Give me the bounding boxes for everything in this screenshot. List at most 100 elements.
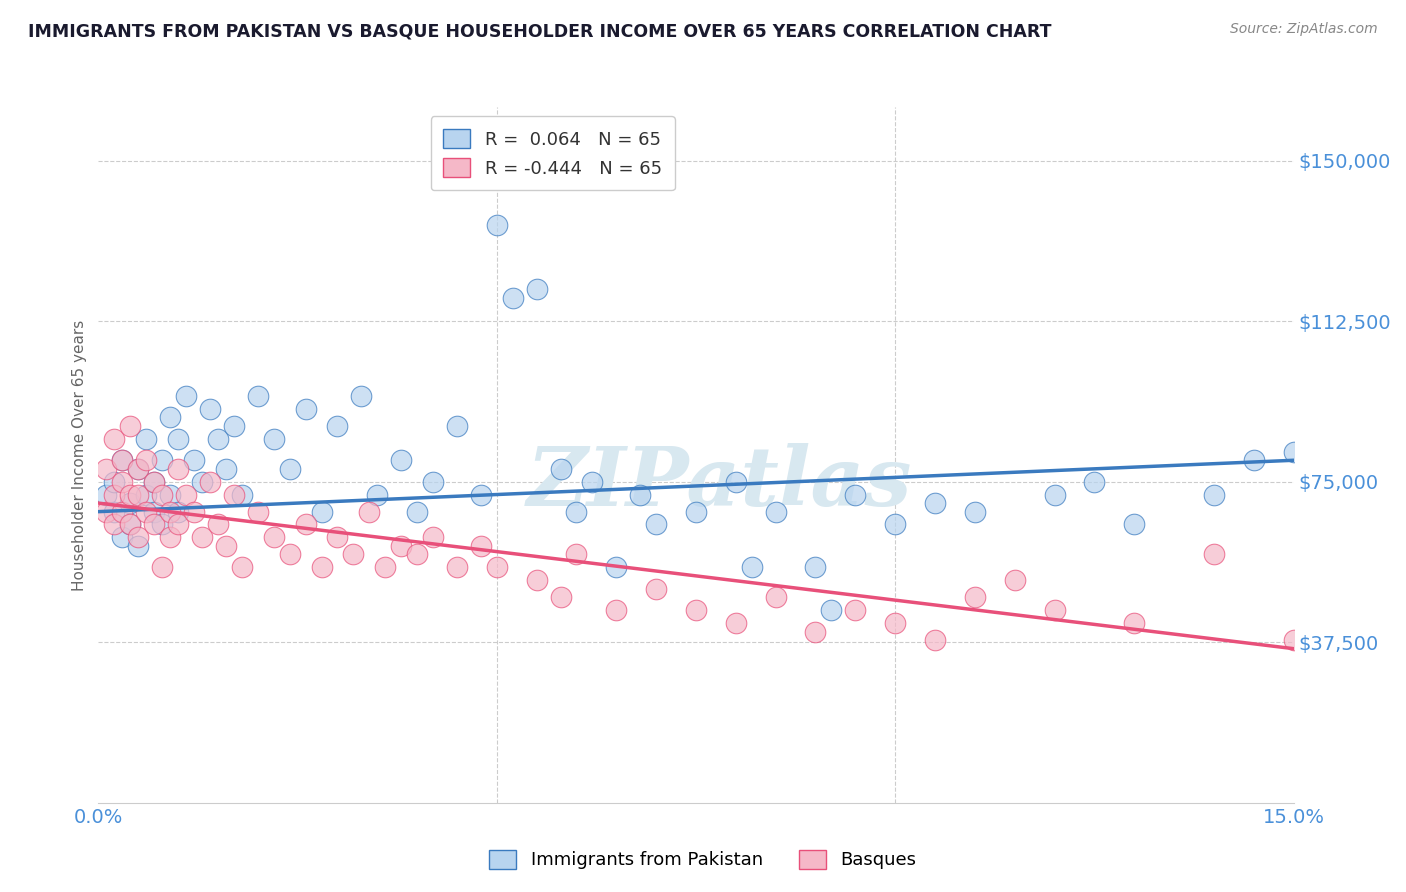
Point <box>311 505 333 519</box>
Point <box>685 603 707 617</box>
Point <box>645 517 668 532</box>
Point <box>96 505 118 519</box>
Point <box>120 487 142 501</box>
Point <box>215 539 238 553</box>
Point <box>150 453 173 467</box>
Point <box>127 530 149 544</box>
Point <box>470 539 492 553</box>
Point <box>1243 453 1265 467</box>
Point <box>135 432 157 446</box>
Point <box>1043 487 1066 501</box>
Point <box>111 453 134 467</box>
Point <box>263 530 285 544</box>
Point <box>550 462 572 476</box>
Point <box>294 517 316 532</box>
Point <box>350 389 373 403</box>
Point <box>127 487 149 501</box>
Point <box>120 496 142 510</box>
Point <box>502 291 524 305</box>
Point <box>159 487 181 501</box>
Point <box>446 419 468 434</box>
Point <box>422 530 444 544</box>
Point <box>207 432 229 446</box>
Point <box>844 603 866 617</box>
Point <box>231 487 253 501</box>
Point <box>485 218 508 232</box>
Point <box>159 505 181 519</box>
Point <box>924 633 946 648</box>
Point <box>174 389 197 403</box>
Point <box>167 432 190 446</box>
Point <box>526 282 548 296</box>
Point <box>844 487 866 501</box>
Point <box>246 505 269 519</box>
Point <box>96 487 118 501</box>
Point <box>605 603 627 617</box>
Point <box>963 505 986 519</box>
Point <box>1123 517 1146 532</box>
Text: ZIPatlas: ZIPatlas <box>527 442 912 523</box>
Point <box>222 419 245 434</box>
Point <box>143 475 166 489</box>
Point <box>191 530 214 544</box>
Point <box>884 517 907 532</box>
Point <box>406 548 429 562</box>
Point <box>1202 548 1225 562</box>
Point <box>143 475 166 489</box>
Point <box>1043 603 1066 617</box>
Point <box>103 432 125 446</box>
Point <box>565 548 588 562</box>
Point <box>581 475 603 489</box>
Point <box>741 560 763 574</box>
Point <box>645 582 668 596</box>
Point <box>103 505 125 519</box>
Point <box>120 517 142 532</box>
Point <box>278 462 301 476</box>
Point <box>963 591 986 605</box>
Point <box>485 560 508 574</box>
Point <box>222 487 245 501</box>
Point <box>1202 487 1225 501</box>
Y-axis label: Householder Income Over 65 years: Householder Income Over 65 years <box>72 319 87 591</box>
Point <box>246 389 269 403</box>
Point <box>127 462 149 476</box>
Point <box>366 487 388 501</box>
Point <box>111 505 134 519</box>
Point <box>150 517 173 532</box>
Point <box>135 453 157 467</box>
Point <box>526 573 548 587</box>
Point <box>231 560 253 574</box>
Point <box>342 548 364 562</box>
Point <box>183 453 205 467</box>
Point <box>294 401 316 416</box>
Point <box>167 462 190 476</box>
Point <box>159 410 181 425</box>
Point <box>96 462 118 476</box>
Point <box>278 548 301 562</box>
Point <box>422 475 444 489</box>
Point <box>150 560 173 574</box>
Point <box>143 505 166 519</box>
Point <box>120 419 142 434</box>
Point <box>1123 615 1146 630</box>
Point <box>724 615 747 630</box>
Point <box>120 517 142 532</box>
Point <box>470 487 492 501</box>
Point <box>1004 573 1026 587</box>
Point <box>111 453 134 467</box>
Point <box>143 517 166 532</box>
Point <box>446 560 468 574</box>
Legend: R =  0.064   N = 65, R = -0.444   N = 65: R = 0.064 N = 65, R = -0.444 N = 65 <box>430 116 675 190</box>
Point <box>174 487 197 501</box>
Point <box>127 539 149 553</box>
Point <box>159 530 181 544</box>
Point <box>183 505 205 519</box>
Point <box>820 603 842 617</box>
Point <box>191 475 214 489</box>
Point <box>326 530 349 544</box>
Point <box>103 487 125 501</box>
Point <box>215 462 238 476</box>
Point <box>326 419 349 434</box>
Point <box>111 530 134 544</box>
Point <box>374 560 396 574</box>
